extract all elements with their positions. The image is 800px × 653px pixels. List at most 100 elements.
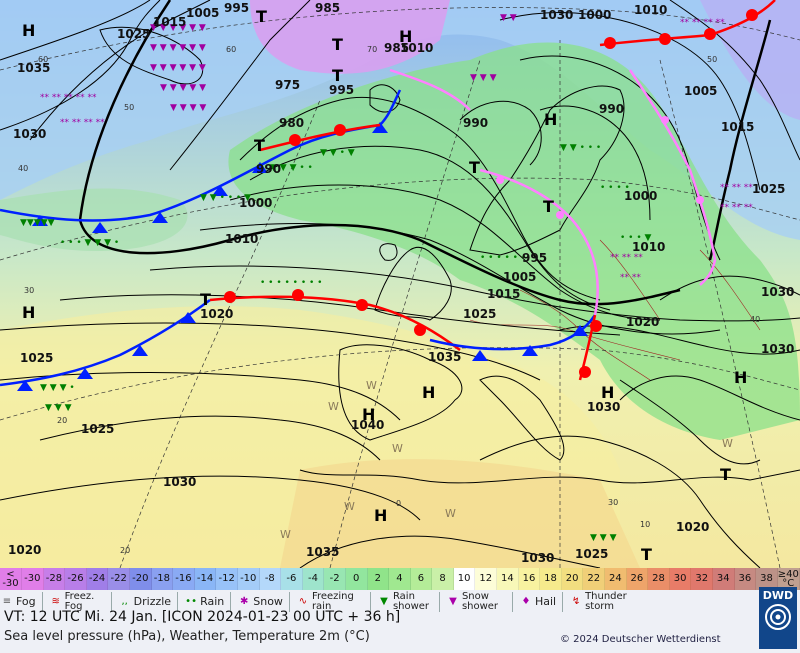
pressure-label: 1025 (575, 547, 608, 561)
scale-cell: 24 (605, 568, 627, 590)
graticule-label: 40 (750, 315, 760, 324)
pressure-label: 1010 (632, 240, 665, 254)
scale-cell: -18 (151, 568, 174, 590)
pressure-label: 1035 (306, 545, 339, 559)
low-center: T (543, 197, 554, 216)
high-center: H (544, 110, 557, 129)
pressure-label: 1025 (81, 422, 114, 436)
scale-cell: 30 (669, 568, 692, 590)
swirl-icon (765, 604, 791, 630)
pressure-label: 1000 (239, 196, 272, 210)
svg-text:W: W (366, 379, 377, 392)
svg-text:• • • ▼ ▼ ▼ •: • • • ▼ ▼ ▼ • (60, 238, 119, 248)
pressure-label: 1000 (578, 8, 611, 22)
low-center: T (469, 158, 480, 177)
freezing-rain-icon: ∿ (298, 596, 308, 607)
svg-text:** ** **: ** ** ** (610, 253, 643, 263)
graticule-label: 10 (640, 520, 650, 529)
pressure-label: 995 (329, 83, 354, 97)
scale-cell: -8 (259, 568, 282, 590)
cold-front-west (0, 89, 402, 233)
graticule-label: 20 (120, 546, 130, 555)
warm-front-south (209, 289, 461, 352)
pressure-label: 1025 (463, 307, 496, 321)
svg-text:▼▼▼▼▼: ▼▼▼▼▼ (20, 218, 55, 228)
pressure-label: 1015 (487, 287, 520, 301)
scale-cell: -26 (65, 568, 87, 590)
svg-text:▼ ▼ ▼ ▼: ▼ ▼ ▼ ▼ (170, 103, 206, 113)
pressure-label: 1010 (634, 3, 667, 17)
high-center: H (362, 405, 375, 424)
scale-cell: -22 (108, 568, 130, 590)
isobars-bold (78, 0, 772, 306)
pressure-label: 1005 (503, 270, 536, 284)
graticule-label: 60 (226, 45, 236, 54)
svg-text:▼ ▼ • • • ▼: ▼ ▼ • • • ▼ (200, 193, 251, 203)
pressure-label: 985 (315, 1, 340, 15)
svg-text:** ** **: ** ** ** (720, 183, 753, 193)
legend-snow-shower: ▼ Snow shower (446, 592, 506, 612)
low-center: T (332, 66, 343, 85)
svg-text:W: W (722, 437, 733, 450)
high-center: H (22, 303, 35, 322)
weather-W: W W W W W W W (280, 379, 733, 541)
graticule-label: 60 (38, 55, 48, 64)
svg-text:• • • ▼: • • • ▼ (620, 233, 652, 243)
pressure-label: 990 (599, 102, 624, 116)
low-center: T (720, 465, 731, 484)
scale-cell: 26 (626, 568, 649, 590)
dwd-logo: DWD (759, 587, 797, 649)
coastlines (99, 26, 800, 484)
scale-cell: -24 (86, 568, 109, 590)
scale-cell: 12 (475, 568, 498, 590)
scale-cell: -20 (129, 568, 152, 590)
svg-text:▼ ▼ ▼: ▼ ▼ ▼ (470, 73, 497, 83)
snow-icon: ✱ (240, 596, 249, 607)
svg-text:• • • •: • • • • (600, 183, 630, 193)
svg-text:W: W (280, 528, 291, 541)
thunderstorm-icon: ↯ (571, 596, 581, 607)
pressure-label: 1025 (117, 27, 150, 41)
pressure-centers: H H H H H H H H H T T T T T T T T T (22, 7, 747, 564)
scale-cell: -14 (194, 568, 217, 590)
scale-low-end: < -30 (0, 568, 22, 590)
map-small-values: 60 50 40 30 20 70 60 50 40 30 20 10 0 (18, 45, 760, 555)
legend-rain-shower: ▼ Rain shower (377, 592, 433, 612)
pressure-label: 1030 (13, 127, 46, 141)
drizzle-icon: ,, (121, 596, 128, 607)
scale-cell: -16 (173, 568, 195, 590)
graticule-label: 70 (367, 45, 377, 54)
svg-text:▼ ▼ ▼ •: ▼ ▼ ▼ • (40, 383, 75, 393)
svg-text:** ** ** ** **: ** ** ** ** ** (40, 93, 97, 103)
high-center: H (374, 506, 387, 525)
precipitation-symbols: ▼▼▼▼▼ • • • ▼ ▼ ▼ • ▼ ▼ • • • ▼ ▼ ▼ ▼ • … (20, 143, 652, 543)
pressure-label: 1035 (428, 350, 461, 364)
weather-map: ▼▼▼▼▼ • • • ▼ ▼ ▼ • ▼ ▼ • • • ▼ ▼ ▼ ▼ • … (0, 0, 800, 568)
svg-text:W: W (445, 507, 456, 520)
pressure-label: 1005 (186, 6, 219, 20)
scale-cell: 8 (432, 568, 454, 590)
pressure-label: 1025 (752, 182, 785, 196)
pressure-label: 1025 (20, 351, 53, 365)
low-center: T (256, 7, 267, 26)
pressure-label: 985 (384, 41, 409, 55)
graticule-label: 40 (18, 164, 28, 173)
high-center: H (734, 368, 747, 387)
legend-drizzle: ,, Drizzle (118, 596, 171, 607)
rain-icon: •• (185, 596, 197, 607)
scale-cell: -6 (281, 568, 303, 590)
scale-cell: 22 (583, 568, 606, 590)
rain-shower-icon: ▼ (380, 596, 388, 607)
warm-zone-africa (280, 459, 640, 568)
pressure-label: 975 (275, 78, 300, 92)
warm-front-northeast (599, 0, 776, 49)
low-center: T (641, 545, 652, 564)
warm-front-north (259, 123, 381, 152)
pressure-label: 1015 (153, 15, 186, 29)
scale-cell: -12 (216, 568, 238, 590)
scale-cell: 28 (648, 568, 670, 590)
graticule-label: 30 (24, 286, 34, 295)
graticule-label: 0 (396, 499, 401, 508)
scale-cell: 20 (561, 568, 584, 590)
svg-text:▼ ▼ ▼ ▼ ▼ ▼: ▼ ▼ ▼ ▼ ▼ ▼ (150, 43, 206, 53)
